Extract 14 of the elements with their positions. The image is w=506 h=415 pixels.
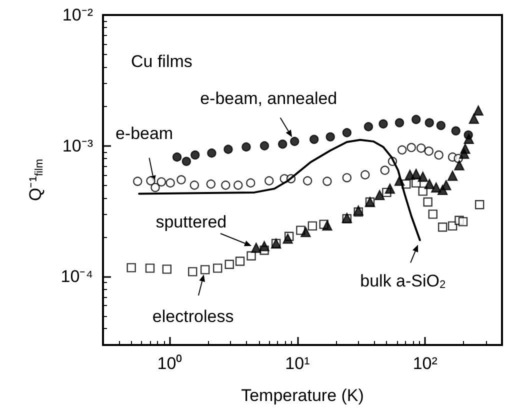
y-tick-label: 10⁻⁴ (60, 267, 93, 286)
x-tick-label: 10¹ (285, 354, 310, 373)
annotation: bulk a-SiO2 (360, 272, 446, 291)
x-tick-label: 10⁰ (157, 354, 182, 373)
y-axis-title: Q⁻¹film (26, 158, 46, 202)
annotation: e-beam (115, 124, 174, 143)
x-tick-label: 10² (412, 354, 438, 373)
annotation: electroless (152, 307, 234, 326)
x-axis-title: Temperature (K) (241, 386, 364, 405)
annotation: e-beam, annealed (200, 88, 338, 108)
y-tick-label: 10⁻³ (62, 136, 94, 156)
annotation: Cu films (131, 52, 192, 71)
y-tick-label: 10⁻² (62, 6, 94, 24)
annotation: sputtered (156, 212, 227, 232)
